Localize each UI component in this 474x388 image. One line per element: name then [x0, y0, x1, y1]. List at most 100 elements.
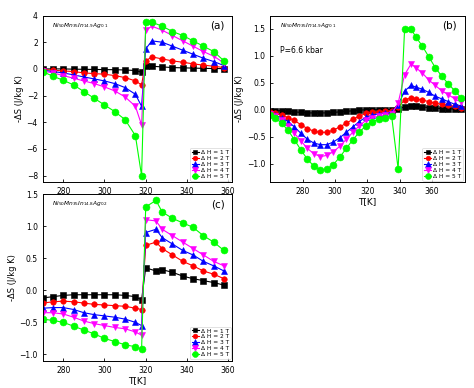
- Δ H = 2 T: [190, 263, 196, 268]
- Δ H = 3 T: [81, 74, 87, 79]
- Δ H = 5 T: [143, 20, 148, 24]
- Δ H = 2 T: [139, 83, 145, 87]
- Δ H = 2 T: [318, 130, 323, 135]
- Δ H = 5 T: [159, 210, 165, 214]
- Line: Δ H = 4 T: Δ H = 4 T: [267, 61, 465, 160]
- Δ H = 2 T: [221, 276, 227, 281]
- Δ H = 2 T: [101, 72, 107, 76]
- Δ H = 3 T: [180, 248, 186, 253]
- Δ H = 1 T: [267, 109, 273, 113]
- Δ H = 1 T: [170, 270, 175, 275]
- Δ H = 4 T: [139, 333, 145, 338]
- Δ H = 2 T: [170, 253, 175, 257]
- Δ H = 5 T: [344, 146, 349, 151]
- Δ H = 5 T: [139, 173, 145, 178]
- Δ H = 1 T: [133, 294, 138, 299]
- Δ H = 4 T: [122, 326, 128, 331]
- Δ H = 1 T: [413, 104, 419, 109]
- Δ H = 1 T: [91, 293, 97, 297]
- Δ H = 3 T: [419, 87, 425, 92]
- Δ H = 3 T: [432, 94, 438, 99]
- Δ H = 5 T: [122, 117, 128, 122]
- Δ H = 1 T: [298, 110, 304, 115]
- Δ H = 2 T: [190, 62, 196, 66]
- Δ H = 1 T: [133, 68, 138, 73]
- Δ H = 2 T: [170, 59, 175, 63]
- Δ H = 4 T: [149, 24, 155, 29]
- Δ H = 3 T: [143, 47, 148, 51]
- Legend: Δ H = 1 T, Δ H = 2 T, Δ H = 3 T, Δ H = 4 T, Δ H = 5 T: Δ H = 1 T, Δ H = 2 T, Δ H = 3 T, Δ H = 4…: [190, 327, 230, 359]
- Δ H = 1 T: [272, 109, 278, 113]
- Δ H = 4 T: [419, 71, 425, 75]
- Δ H = 4 T: [40, 310, 46, 315]
- Δ H = 1 T: [408, 104, 414, 108]
- Δ H = 3 T: [356, 119, 362, 124]
- Δ H = 4 T: [389, 112, 394, 116]
- Δ H = 4 T: [267, 112, 273, 116]
- Text: Ni$_{50}$Mn$_{35}$In$_{14.9}$Ag$_{0.1}$: Ni$_{50}$Mn$_{35}$In$_{14.9}$Ag$_{0.1}$: [280, 21, 337, 29]
- Δ H = 3 T: [389, 110, 394, 115]
- Δ H = 1 T: [139, 298, 145, 302]
- Δ H = 3 T: [60, 305, 66, 310]
- Δ H = 5 T: [122, 343, 128, 347]
- Δ H = 2 T: [292, 118, 297, 123]
- Δ H = 5 T: [458, 95, 464, 100]
- Δ H = 1 T: [50, 294, 56, 299]
- Δ H = 2 T: [376, 109, 382, 114]
- Δ H = 3 T: [446, 99, 451, 104]
- Δ H = 4 T: [91, 81, 97, 86]
- Δ H = 4 T: [60, 312, 66, 316]
- Δ H = 5 T: [452, 88, 457, 93]
- Δ H = 4 T: [298, 139, 304, 143]
- Δ H = 3 T: [71, 73, 76, 77]
- Δ H = 2 T: [432, 101, 438, 106]
- Δ H = 1 T: [279, 109, 284, 113]
- Δ H = 2 T: [324, 130, 330, 135]
- Δ H = 1 T: [324, 111, 330, 115]
- Line: Δ H = 5 T: Δ H = 5 T: [267, 26, 465, 173]
- Δ H = 1 T: [122, 293, 128, 298]
- Δ H = 1 T: [344, 109, 349, 114]
- Δ H = 3 T: [40, 306, 46, 310]
- Δ H = 3 T: [305, 137, 310, 142]
- Δ H = 5 T: [50, 318, 56, 323]
- Δ H = 1 T: [426, 105, 432, 110]
- Δ H = 4 T: [101, 323, 107, 328]
- Δ H = 5 T: [318, 168, 323, 172]
- Δ H = 4 T: [180, 38, 186, 43]
- Δ H = 4 T: [458, 100, 464, 104]
- Text: P=6.6 kbar: P=6.6 kbar: [280, 45, 323, 55]
- Δ H = 3 T: [211, 263, 217, 268]
- Δ H = 4 T: [285, 123, 291, 128]
- Δ H = 5 T: [201, 234, 206, 238]
- Δ H = 5 T: [298, 148, 304, 152]
- Δ H = 4 T: [446, 92, 451, 97]
- Δ H = 2 T: [40, 301, 46, 305]
- Line: Δ H = 4 T: Δ H = 4 T: [39, 23, 228, 128]
- Text: (a): (a): [210, 21, 225, 31]
- Text: (c): (c): [211, 199, 225, 209]
- Δ H = 3 T: [337, 135, 343, 140]
- Δ H = 3 T: [190, 52, 196, 57]
- Δ H = 2 T: [285, 116, 291, 120]
- Δ H = 4 T: [439, 88, 445, 93]
- Δ H = 5 T: [402, 27, 408, 31]
- Δ H = 3 T: [153, 227, 159, 232]
- Legend: Δ H = 1 T, Δ H = 2 T, Δ H = 3 T, Δ H = 4 T, Δ H = 5 T: Δ H = 1 T, Δ H = 2 T, Δ H = 3 T, Δ H = 4…: [190, 148, 230, 180]
- Δ H = 4 T: [376, 114, 382, 118]
- Δ H = 1 T: [122, 68, 128, 72]
- Δ H = 2 T: [122, 75, 128, 80]
- Δ H = 4 T: [211, 259, 217, 264]
- Δ H = 5 T: [71, 324, 76, 329]
- Δ H = 1 T: [356, 108, 362, 113]
- Δ H = 1 T: [101, 293, 107, 297]
- Line: Δ H = 3 T: Δ H = 3 T: [39, 37, 228, 110]
- Δ H = 2 T: [143, 243, 148, 248]
- Δ H = 3 T: [369, 113, 375, 118]
- Δ H = 1 T: [190, 66, 196, 71]
- Δ H = 1 T: [40, 296, 46, 300]
- Δ H = 3 T: [318, 142, 323, 147]
- Δ H = 1 T: [40, 67, 46, 71]
- Δ H = 3 T: [285, 119, 291, 124]
- Δ H = 3 T: [190, 253, 196, 257]
